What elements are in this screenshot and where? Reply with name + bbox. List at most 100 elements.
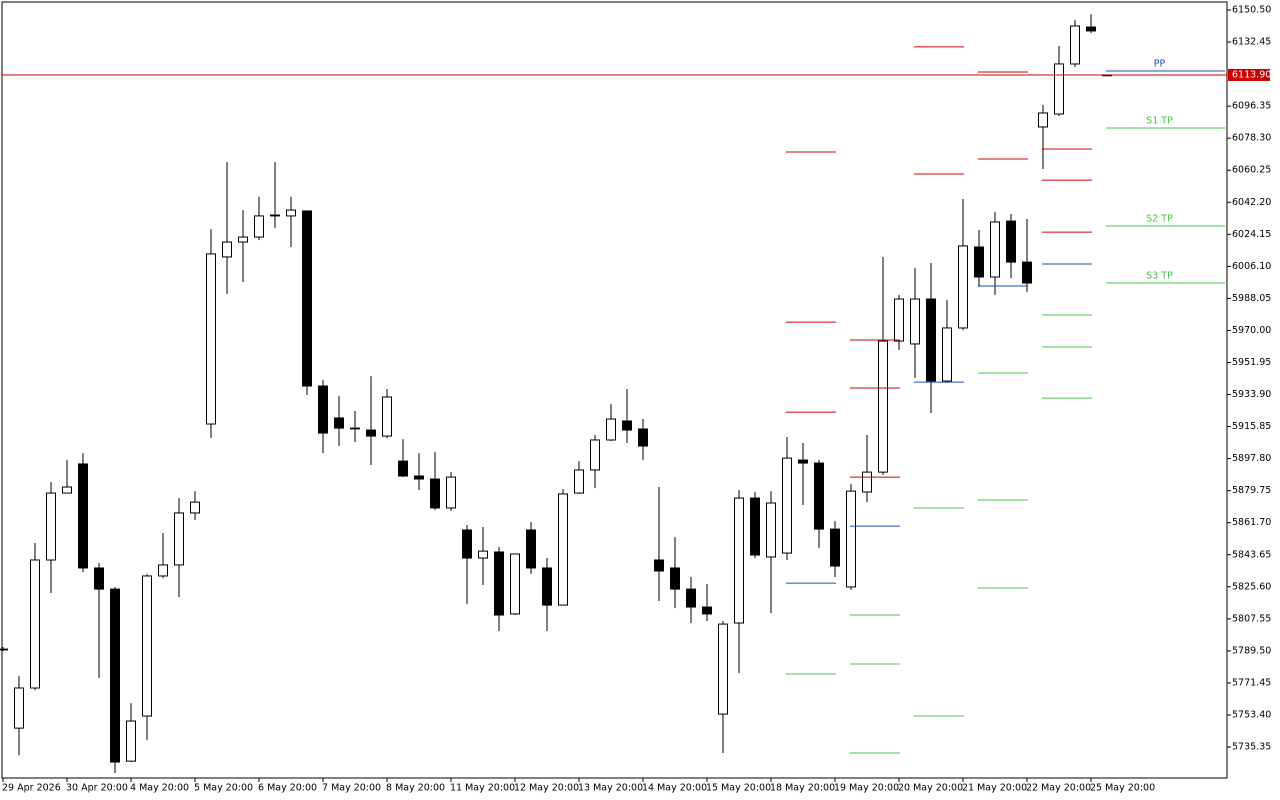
x-tick-label: 12 May 20:00 [514, 783, 579, 794]
y-tick-label: 5915.85 [1232, 421, 1271, 432]
candle-body [526, 529, 536, 569]
x-tick-label: 25 May 20:00 [1090, 783, 1155, 794]
candle-body [478, 550, 488, 559]
candle-body [1006, 220, 1016, 263]
y-tick-label: 6078.30 [1232, 133, 1271, 144]
candle-body [350, 427, 360, 430]
candle-body [62, 486, 72, 494]
price-label-box [1228, 68, 1270, 81]
candle-body [846, 490, 856, 588]
candle-body [254, 215, 264, 238]
candle-body [174, 512, 184, 566]
y-tick-label: 6096.35 [1232, 101, 1271, 112]
candle-body [318, 385, 328, 434]
candle-body [686, 588, 696, 608]
pivot-label: S1 TP [1146, 116, 1173, 127]
candle-body [718, 623, 728, 715]
x-tick-label: 14 May 20:00 [642, 783, 707, 794]
candle-body [510, 553, 520, 615]
candle-body [990, 221, 1000, 278]
candle-body [30, 559, 40, 689]
candle-body [190, 501, 200, 514]
x-tick-label: 11 May 20:00 [450, 783, 515, 794]
candle-body [398, 460, 408, 477]
candle-body [766, 502, 776, 558]
x-tick-label: 8 May 20:00 [386, 783, 445, 794]
x-tick-label: 7 May 20:00 [322, 783, 381, 794]
candle-body [958, 245, 968, 329]
x-tick-label: 20 May 20:00 [898, 783, 963, 794]
candle-body [606, 418, 616, 441]
candle-body [1054, 63, 1064, 115]
candle-body [558, 493, 568, 606]
candle-body [270, 214, 280, 217]
candle-body [1086, 26, 1096, 32]
y-tick-label: 5771.45 [1232, 677, 1271, 688]
candle-body [46, 492, 56, 561]
candle-body [782, 457, 792, 554]
x-tick-label: 15 May 20:00 [706, 783, 771, 794]
candle-body [654, 559, 664, 572]
candle-body [942, 327, 952, 382]
candle-body [462, 529, 472, 559]
candle-body [158, 564, 168, 577]
candle-body [126, 720, 136, 762]
y-tick-label: 5825.60 [1232, 581, 1271, 592]
candle-body [542, 567, 552, 606]
pivot-label: S3 TP [1146, 271, 1173, 282]
x-tick-label: 18 May 20:00 [770, 783, 835, 794]
candle-body [894, 298, 904, 342]
y-tick-label: 5988.05 [1232, 293, 1271, 304]
candle-body [1022, 261, 1032, 284]
candle-body [702, 606, 712, 615]
candle-body [830, 528, 840, 567]
candle-body [910, 298, 920, 345]
candle-body [110, 588, 120, 763]
candle-body [750, 497, 760, 556]
candle-body [734, 497, 744, 624]
candle-body [622, 420, 632, 431]
pivot-label: PP [1154, 59, 1166, 70]
y-tick-label: 6006.10 [1232, 261, 1271, 272]
candle-body [814, 462, 824, 530]
candle-body [638, 428, 648, 447]
x-tick-label: 13 May 20:00 [578, 783, 643, 794]
candle-body [0, 648, 8, 651]
x-tick-label: 22 May 20:00 [1026, 783, 1091, 794]
y-tick-label: 5970.00 [1232, 325, 1271, 336]
y-tick-label: 6060.25 [1232, 165, 1271, 176]
candle-body [302, 210, 312, 387]
pivot-label: S2 TP [1146, 214, 1173, 225]
candle-body [238, 236, 248, 243]
candle-body [382, 396, 392, 437]
y-tick-label: 5753.40 [1232, 709, 1271, 720]
y-tick-label: 5951.95 [1232, 357, 1271, 368]
y-tick-label: 6132.45 [1232, 37, 1271, 48]
y-tick-label: 6042.20 [1232, 197, 1271, 208]
y-tick-label: 5807.55 [1232, 613, 1271, 624]
candle-body [334, 417, 344, 429]
candle-body [14, 687, 24, 729]
candle-body [1038, 112, 1048, 128]
y-tick-label: 6024.15 [1232, 229, 1271, 240]
x-tick-label: 29 Apr 2026 [2, 783, 61, 794]
candle-body [878, 340, 888, 473]
candle-body [494, 551, 504, 616]
candle-body [926, 298, 936, 382]
candle-body [222, 241, 232, 258]
x-tick-label: 6 May 20:00 [258, 783, 317, 794]
candle-body [78, 463, 88, 569]
y-tick-label: 5879.75 [1232, 485, 1271, 496]
y-tick-label: 6150.50 [1232, 4, 1271, 15]
x-tick-label: 5 May 20:00 [194, 783, 253, 794]
y-tick-label: 5843.65 [1232, 549, 1271, 560]
candle-body [206, 253, 216, 425]
y-tick-label: 5861.70 [1232, 517, 1271, 528]
candle-body [94, 567, 104, 590]
candle-body [862, 471, 872, 493]
candle-body [414, 475, 424, 480]
y-tick-label: 5897.80 [1232, 453, 1271, 464]
candle-body [590, 439, 600, 471]
